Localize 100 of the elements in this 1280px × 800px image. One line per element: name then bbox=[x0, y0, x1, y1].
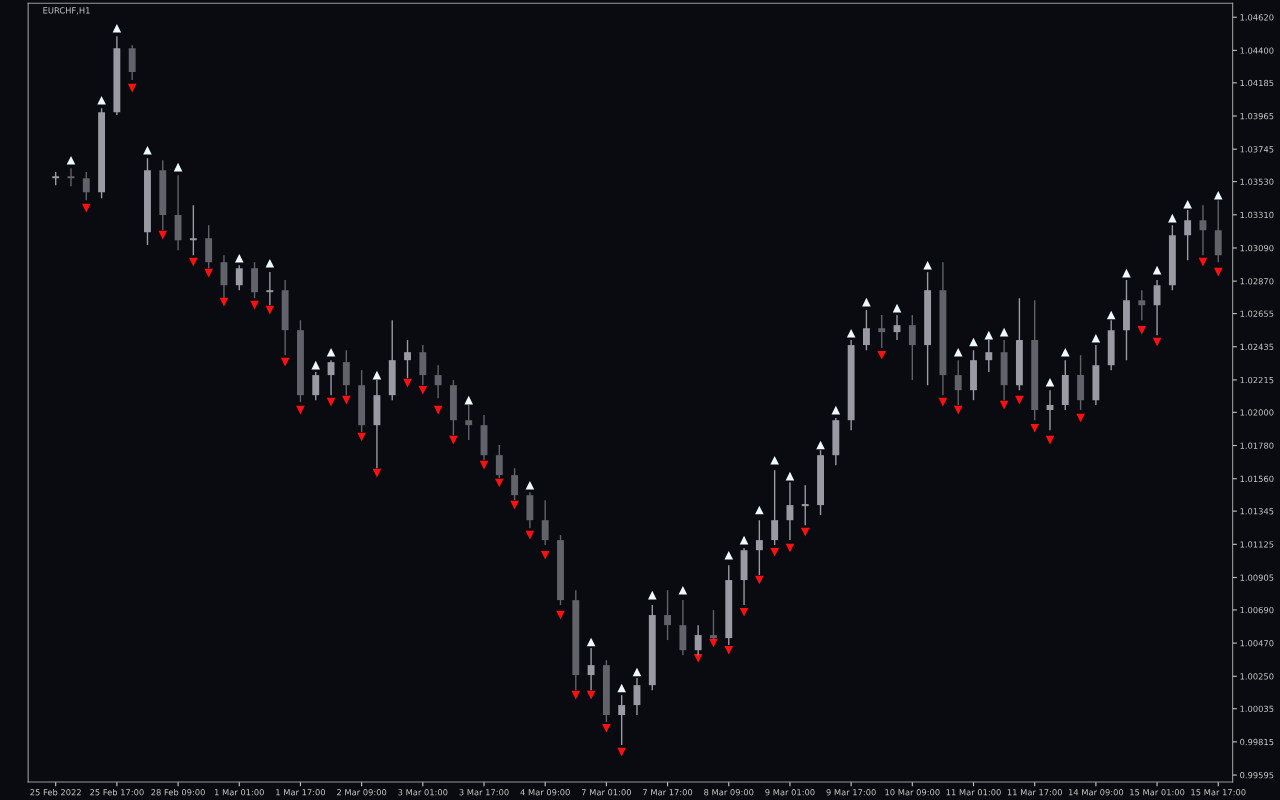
y-tick-label: 1.02655 bbox=[1240, 310, 1274, 317]
x-tick-label: 1 Mar 17:00 bbox=[276, 789, 326, 796]
point bbox=[1183, 199, 1192, 209]
point bbox=[877, 350, 887, 360]
point bbox=[1213, 267, 1223, 277]
candlestick bbox=[434, 364, 442, 399]
x-tick-label: 15 Mar 17:00 bbox=[1191, 789, 1246, 796]
x-tick-label: 3 Mar 17:00 bbox=[459, 789, 509, 796]
candlestick bbox=[985, 339, 993, 373]
point bbox=[953, 405, 963, 415]
point bbox=[189, 257, 198, 267]
y-tick-label: 1.02215 bbox=[1240, 376, 1274, 384]
x-tick-label: 4 Mar 09:00 bbox=[520, 789, 570, 796]
point bbox=[250, 300, 259, 310]
candlestick bbox=[954, 359, 962, 406]
point bbox=[938, 397, 948, 407]
candlestick bbox=[908, 314, 916, 381]
x-tick-label: 11 Mar 01:00 bbox=[946, 789, 1001, 796]
y-tick-label: 1.00905 bbox=[1240, 574, 1274, 581]
candlestick bbox=[205, 224, 213, 269]
point bbox=[984, 330, 994, 340]
y-tick-label: 1.02870 bbox=[1240, 278, 1274, 285]
x-tick-label: 1 Mar 01:00 bbox=[215, 789, 264, 796]
candlestick bbox=[235, 264, 243, 291]
point bbox=[158, 230, 168, 240]
point bbox=[82, 203, 91, 213]
candlestick bbox=[587, 647, 595, 691]
y-tick-label: 1.03090 bbox=[1240, 244, 1274, 252]
candlestick bbox=[618, 694, 626, 746]
candlestick bbox=[1153, 279, 1161, 336]
x-tick-label: 14 Mar 09:00 bbox=[1068, 789, 1124, 796]
candlestick bbox=[342, 349, 350, 396]
point bbox=[449, 435, 458, 445]
y-tick-label: 1.04400 bbox=[1240, 47, 1274, 54]
point bbox=[510, 500, 519, 510]
point bbox=[1137, 325, 1147, 335]
x-tick-label: 8 Mar 09:00 bbox=[704, 789, 754, 796]
candlestick bbox=[495, 444, 503, 479]
point bbox=[357, 432, 366, 442]
candlestick bbox=[1184, 209, 1192, 261]
y-tick-label: 1.04620 bbox=[1240, 14, 1274, 21]
y-tick-label: 1.03745 bbox=[1240, 146, 1274, 153]
y-tick-label: 1.04185 bbox=[1240, 79, 1274, 87]
point bbox=[112, 23, 122, 33]
candlestick bbox=[312, 371, 320, 401]
point bbox=[1213, 190, 1223, 200]
x-tick-label: 15 Mar 01:00 bbox=[1130, 789, 1185, 796]
y-tick-label: 1.02000 bbox=[1240, 409, 1274, 416]
candlestick bbox=[755, 519, 763, 576]
point bbox=[571, 690, 581, 700]
point bbox=[1061, 347, 1070, 357]
y-tick-label: 0.99595 bbox=[1240, 772, 1274, 779]
point bbox=[953, 347, 963, 357]
candlestick bbox=[878, 314, 886, 349]
y-tick-label: 1.00250 bbox=[1240, 673, 1274, 680]
candlestick bbox=[771, 469, 779, 546]
point bbox=[1076, 413, 1085, 423]
point bbox=[433, 405, 443, 415]
y-tick-label: 1.03530 bbox=[1240, 178, 1274, 185]
candlestick bbox=[862, 309, 870, 351]
y-tick-label: 0.99815 bbox=[1240, 738, 1274, 746]
x-tick-label: 9 Mar 01:00 bbox=[765, 789, 815, 796]
x-tick-label: 11 Mar 17:00 bbox=[1007, 789, 1062, 796]
point bbox=[495, 478, 504, 488]
point bbox=[800, 527, 810, 537]
x-tick-label: 2 Mar 09:00 bbox=[337, 789, 387, 796]
point bbox=[1106, 310, 1116, 320]
point bbox=[586, 690, 596, 700]
y-tick-label: 1.03310 bbox=[1240, 211, 1274, 219]
x-tick-label: 3 Mar 01:00 bbox=[398, 789, 448, 796]
point bbox=[602, 723, 611, 733]
x-tick-label: 10 Mar 09:00 bbox=[885, 789, 940, 796]
point bbox=[1030, 423, 1039, 433]
point bbox=[342, 395, 351, 405]
point bbox=[1015, 395, 1024, 405]
y-tick-label: 1.01780 bbox=[1240, 442, 1274, 449]
point bbox=[647, 590, 657, 600]
point bbox=[755, 575, 764, 585]
point bbox=[1198, 257, 1208, 267]
point bbox=[311, 360, 321, 370]
y-tick-label: 1.00470 bbox=[1240, 640, 1274, 647]
point bbox=[999, 400, 1009, 410]
x-tick-label: 7 Mar 17:00 bbox=[643, 789, 693, 796]
chart-title: EURCHF,H1 bbox=[43, 7, 90, 15]
point bbox=[234, 253, 244, 263]
candlestick bbox=[664, 589, 672, 641]
point bbox=[418, 385, 428, 395]
y-tick-label: 1.01345 bbox=[1240, 508, 1274, 515]
point bbox=[755, 505, 764, 515]
y-tick-label: 1.00690 bbox=[1240, 606, 1274, 614]
point bbox=[617, 747, 626, 757]
candlestick bbox=[1138, 289, 1146, 321]
candlestick bbox=[511, 467, 519, 501]
point bbox=[617, 683, 626, 693]
point bbox=[143, 145, 152, 155]
y-tick-label: 1.00035 bbox=[1240, 705, 1274, 712]
point bbox=[265, 305, 275, 315]
candlestick bbox=[67, 167, 75, 187]
candlestick bbox=[128, 44, 136, 81]
y-tick-label: 1.01125 bbox=[1240, 541, 1274, 548]
